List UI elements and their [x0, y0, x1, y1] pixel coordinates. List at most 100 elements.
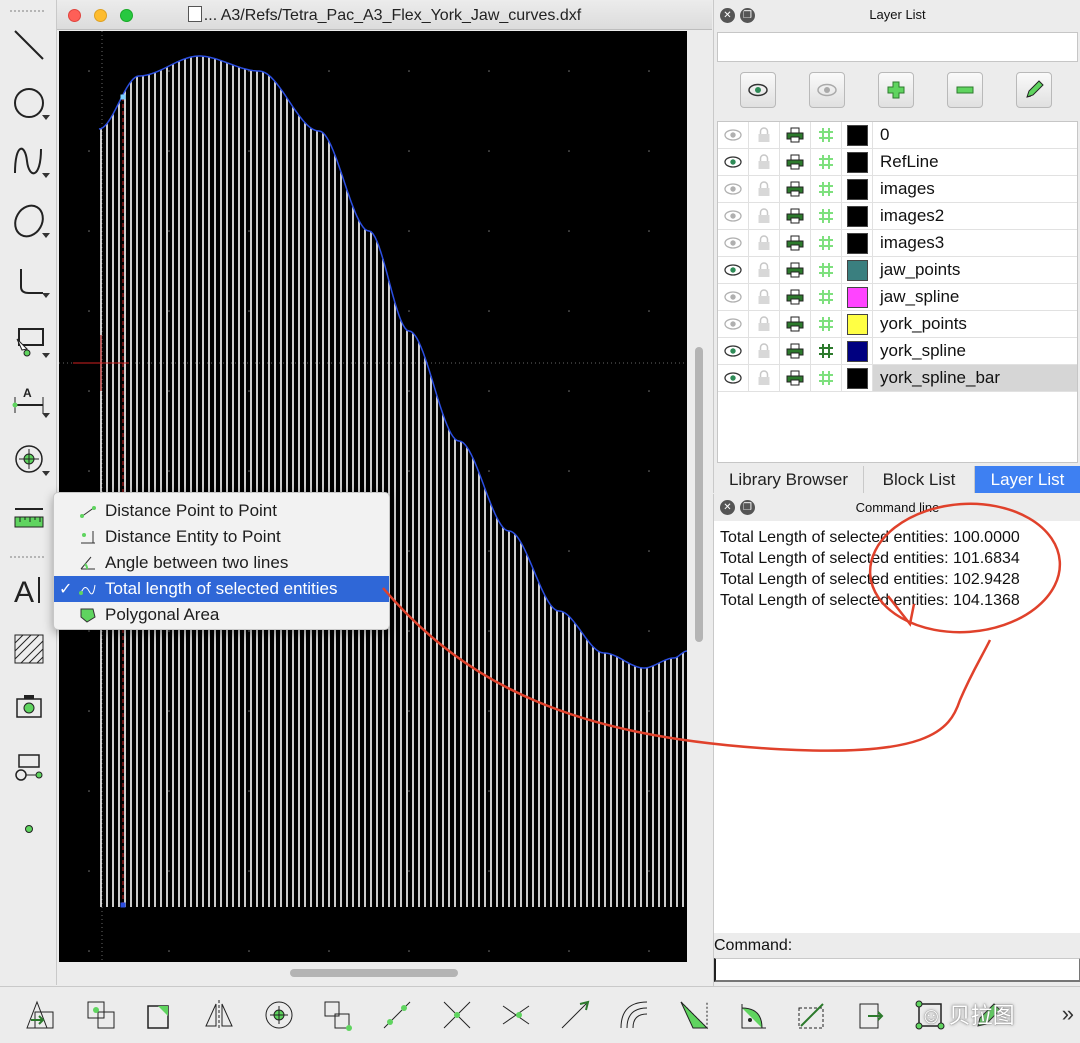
select-tool-icon[interactable]	[6, 318, 52, 364]
layer-print-toggle[interactable]	[780, 149, 811, 175]
layer-construction-toggle[interactable]	[811, 365, 842, 391]
polyline-tool-icon[interactable]	[6, 258, 52, 304]
float-dock-icon[interactable]: ❐	[740, 8, 755, 23]
close-dock-icon[interactable]: ✕	[720, 8, 735, 23]
layer-visibility-toggle[interactable]	[718, 176, 749, 202]
measure-tool-icon[interactable]	[6, 494, 52, 540]
text-tool-icon[interactable]: A	[6, 566, 52, 612]
layer-print-toggle[interactable]	[780, 257, 811, 283]
break-icon[interactable]	[496, 995, 536, 1035]
round-icon[interactable]	[733, 995, 773, 1035]
layer-filter-input[interactable]	[717, 32, 1078, 62]
hatch-tool-icon[interactable]	[6, 626, 52, 672]
rotate-icon[interactable]	[259, 995, 299, 1035]
offset-icon[interactable]	[614, 995, 654, 1035]
endpoint-marker[interactable]	[120, 94, 126, 100]
layer-row[interactable]: york_points	[718, 311, 1077, 338]
layer-construction-toggle[interactable]	[811, 338, 842, 364]
close-dock-icon[interactable]: ✕	[720, 500, 735, 515]
vertical-scrollbar[interactable]	[692, 31, 707, 962]
layer-print-toggle[interactable]	[780, 338, 811, 364]
menu-item-angle-between-two-lines[interactable]: Angle between two lines	[54, 550, 389, 576]
show-all-layers-button[interactable]	[740, 72, 776, 108]
vertical-scroll-thumb[interactable]	[695, 347, 703, 642]
layer-color-swatch[interactable]	[842, 257, 873, 283]
layer-construction-toggle[interactable]	[811, 311, 842, 337]
layer-construction-toggle[interactable]	[811, 203, 842, 229]
layer-visibility-toggle[interactable]	[718, 338, 749, 364]
float-dock-icon[interactable]: ❐	[740, 500, 755, 515]
layer-visibility-toggle[interactable]	[718, 230, 749, 256]
ellipse-tool-icon[interactable]	[6, 198, 52, 244]
layer-color-swatch[interactable]	[842, 122, 873, 148]
block-tool-icon[interactable]	[6, 744, 52, 790]
bevel-icon[interactable]	[674, 995, 714, 1035]
window-titlebar[interactable]: ... A3/Refs/Tetra_Pac_A3_Flex_York_Jaw_c…	[57, 0, 712, 30]
hide-all-layers-button[interactable]	[809, 72, 845, 108]
spline-tool-icon[interactable]	[6, 138, 52, 184]
layer-color-swatch[interactable]	[842, 230, 873, 256]
circle-tool-icon[interactable]	[6, 80, 52, 126]
layer-print-toggle[interactable]	[780, 176, 811, 202]
layer-row[interactable]: images3	[718, 230, 1077, 257]
layer-lock-toggle[interactable]	[749, 284, 780, 310]
add-layer-button[interactable]	[878, 72, 914, 108]
minimize-window-button[interactable]	[94, 9, 107, 22]
layer-construction-toggle[interactable]	[811, 230, 842, 256]
layer-print-toggle[interactable]	[780, 230, 811, 256]
layer-construction-toggle[interactable]	[811, 257, 842, 283]
cut-icon[interactable]	[437, 995, 477, 1035]
modify-tool-icon[interactable]	[6, 436, 52, 482]
command-input[interactable]	[714, 958, 1080, 982]
toolbar-grip[interactable]	[10, 10, 44, 14]
layer-print-toggle[interactable]	[780, 311, 811, 337]
layer-row[interactable]: jaw_spline	[718, 284, 1077, 311]
layer-lock-toggle[interactable]	[749, 338, 780, 364]
layer-construction-toggle[interactable]	[811, 176, 842, 202]
dimension-tool-icon[interactable]: A	[6, 378, 52, 424]
layer-construction-toggle[interactable]	[811, 284, 842, 310]
layer-color-swatch[interactable]	[842, 176, 873, 202]
menu-item-distance-point-to-point[interactable]: Distance Point to Point	[54, 498, 389, 524]
layer-color-swatch[interactable]	[842, 311, 873, 337]
trim-icon[interactable]	[377, 995, 417, 1035]
layer-row[interactable]: 0	[718, 122, 1077, 149]
layer-print-toggle[interactable]	[780, 122, 811, 148]
layer-row[interactable]: images	[718, 176, 1077, 203]
layer-construction-toggle[interactable]	[811, 122, 842, 148]
point-tool-icon[interactable]	[6, 802, 52, 848]
layer-visibility-toggle[interactable]	[718, 122, 749, 148]
layer-row[interactable]: RefLine	[718, 149, 1077, 176]
layer-print-toggle[interactable]	[780, 365, 811, 391]
layer-print-toggle[interactable]	[780, 284, 811, 310]
layer-visibility-toggle[interactable]	[718, 203, 749, 229]
layer-color-swatch[interactable]	[842, 203, 873, 229]
layer-print-toggle[interactable]	[780, 203, 811, 229]
layer-lock-toggle[interactable]	[749, 230, 780, 256]
layer-lock-toggle[interactable]	[749, 203, 780, 229]
endpoint-marker[interactable]	[120, 902, 126, 908]
line-tool-icon[interactable]	[6, 22, 52, 68]
layer-lock-toggle[interactable]	[749, 122, 780, 148]
layer-color-swatch[interactable]	[842, 284, 873, 310]
toolbar-grip[interactable]	[10, 556, 44, 560]
layer-visibility-toggle[interactable]	[718, 311, 749, 337]
scale-icon[interactable]	[139, 995, 179, 1035]
explode-icon[interactable]	[851, 995, 891, 1035]
layer-construction-toggle[interactable]	[811, 149, 842, 175]
attributes-icon[interactable]	[969, 995, 1009, 1035]
layer-visibility-toggle[interactable]	[718, 257, 749, 283]
layer-row[interactable]: york_spline_bar	[718, 365, 1077, 392]
layer-row[interactable]: jaw_points	[718, 257, 1077, 284]
layer-color-swatch[interactable]	[842, 365, 873, 391]
mirror-icon[interactable]	[199, 995, 239, 1035]
extend-icon[interactable]	[555, 995, 595, 1035]
layer-lock-toggle[interactable]	[749, 311, 780, 337]
layer-color-swatch[interactable]	[842, 338, 873, 364]
menu-item-polygonal-area[interactable]: Polygonal Area	[54, 602, 389, 628]
stretch-icon[interactable]	[792, 995, 832, 1035]
layer-lock-toggle[interactable]	[749, 149, 780, 175]
layer-color-swatch[interactable]	[842, 149, 873, 175]
tab-block-list[interactable]: Block List	[864, 466, 975, 493]
layer-lock-toggle[interactable]	[749, 176, 780, 202]
